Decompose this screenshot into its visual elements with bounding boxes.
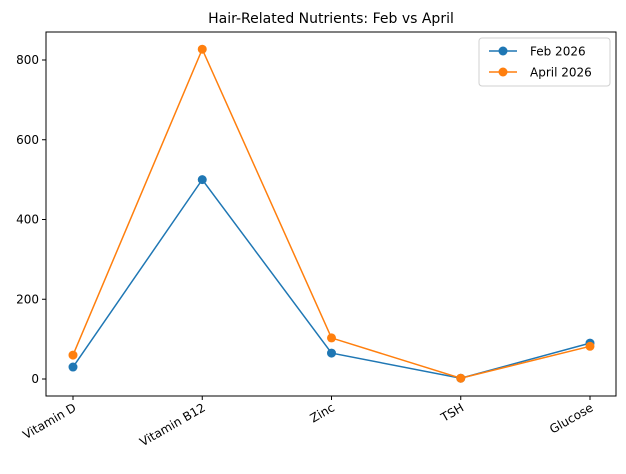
legend-item: April 2026 — [489, 66, 592, 80]
y-axis: 0 200 400 600 800 — [16, 53, 46, 386]
data-point-marker — [68, 362, 78, 372]
x-tick-label: TSH — [438, 400, 467, 425]
x-tick-label: Glucose — [547, 400, 595, 436]
y-tick-label: 800 — [16, 53, 39, 67]
x-tick-label: Vitamin B12 — [137, 400, 207, 449]
y-tick-label: 600 — [16, 133, 39, 147]
legend-box — [478, 37, 611, 87]
y-tick-label: 400 — [16, 213, 39, 227]
data-point-marker — [585, 341, 595, 351]
legend-marker-icon — [498, 67, 508, 77]
x-tick-label: Zinc — [308, 400, 337, 425]
series-line — [72, 47, 591, 379]
legend: Feb 2026 April 2026 — [478, 37, 611, 87]
plot-area — [68, 44, 595, 383]
data-point-marker — [68, 350, 78, 360]
y-tick-label: 200 — [16, 292, 39, 306]
series-line — [72, 178, 591, 379]
data-point-marker — [197, 44, 207, 54]
legend-label: April 2026 — [530, 66, 592, 80]
chart-title: Hair-Related Nutrients: Feb vs April — [208, 11, 454, 27]
x-axis: Vitamin D Vitamin B12 Zinc TSH Glucose — [20, 396, 596, 449]
legend-item: Feb 2026 — [489, 45, 586, 59]
series-feb-2026 — [68, 175, 595, 383]
y-tick-label: 0 — [31, 372, 39, 386]
data-point-marker — [197, 175, 207, 185]
series-april-2026 — [68, 44, 595, 383]
legend-marker-icon — [498, 46, 508, 56]
legend-label: Feb 2026 — [530, 45, 586, 59]
x-tick-label: Vitamin D — [20, 400, 78, 442]
data-point-marker — [456, 373, 466, 383]
data-point-marker — [327, 348, 336, 358]
data-point-marker — [327, 333, 336, 343]
